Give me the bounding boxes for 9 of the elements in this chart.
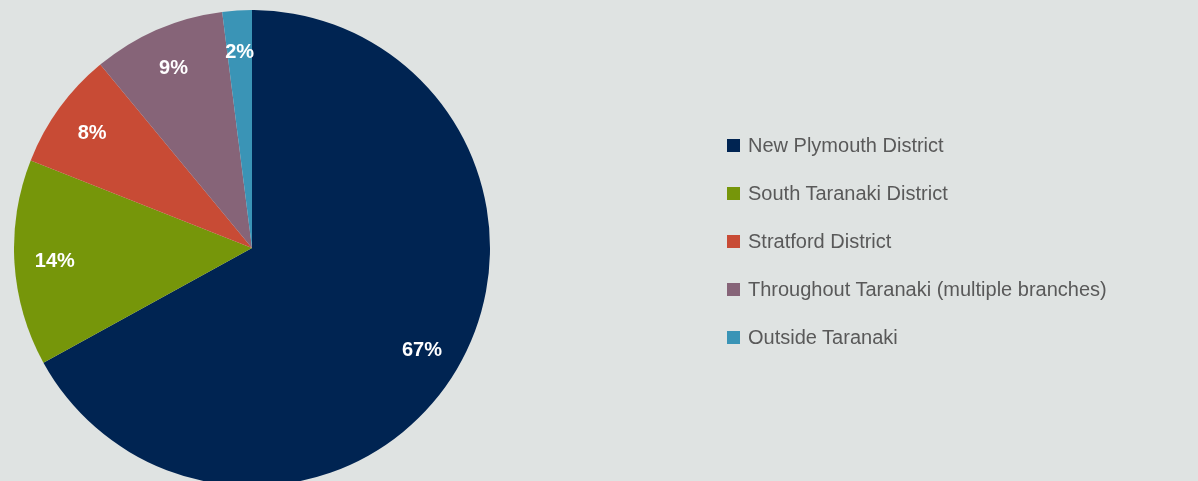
legend-label: Stratford District xyxy=(748,229,892,254)
data-label: 14% xyxy=(34,249,76,272)
legend-label: New Plymouth District xyxy=(748,133,944,158)
legend-label: South Taranaki District xyxy=(748,181,948,206)
data-label: 67% xyxy=(402,337,443,360)
data-label: 9% xyxy=(159,55,189,78)
data-label: 8% xyxy=(77,120,107,143)
legend-label: Throughout Taranaki (multiple branches) xyxy=(748,277,1107,302)
legend-label: Outside Taranaki xyxy=(748,325,898,350)
